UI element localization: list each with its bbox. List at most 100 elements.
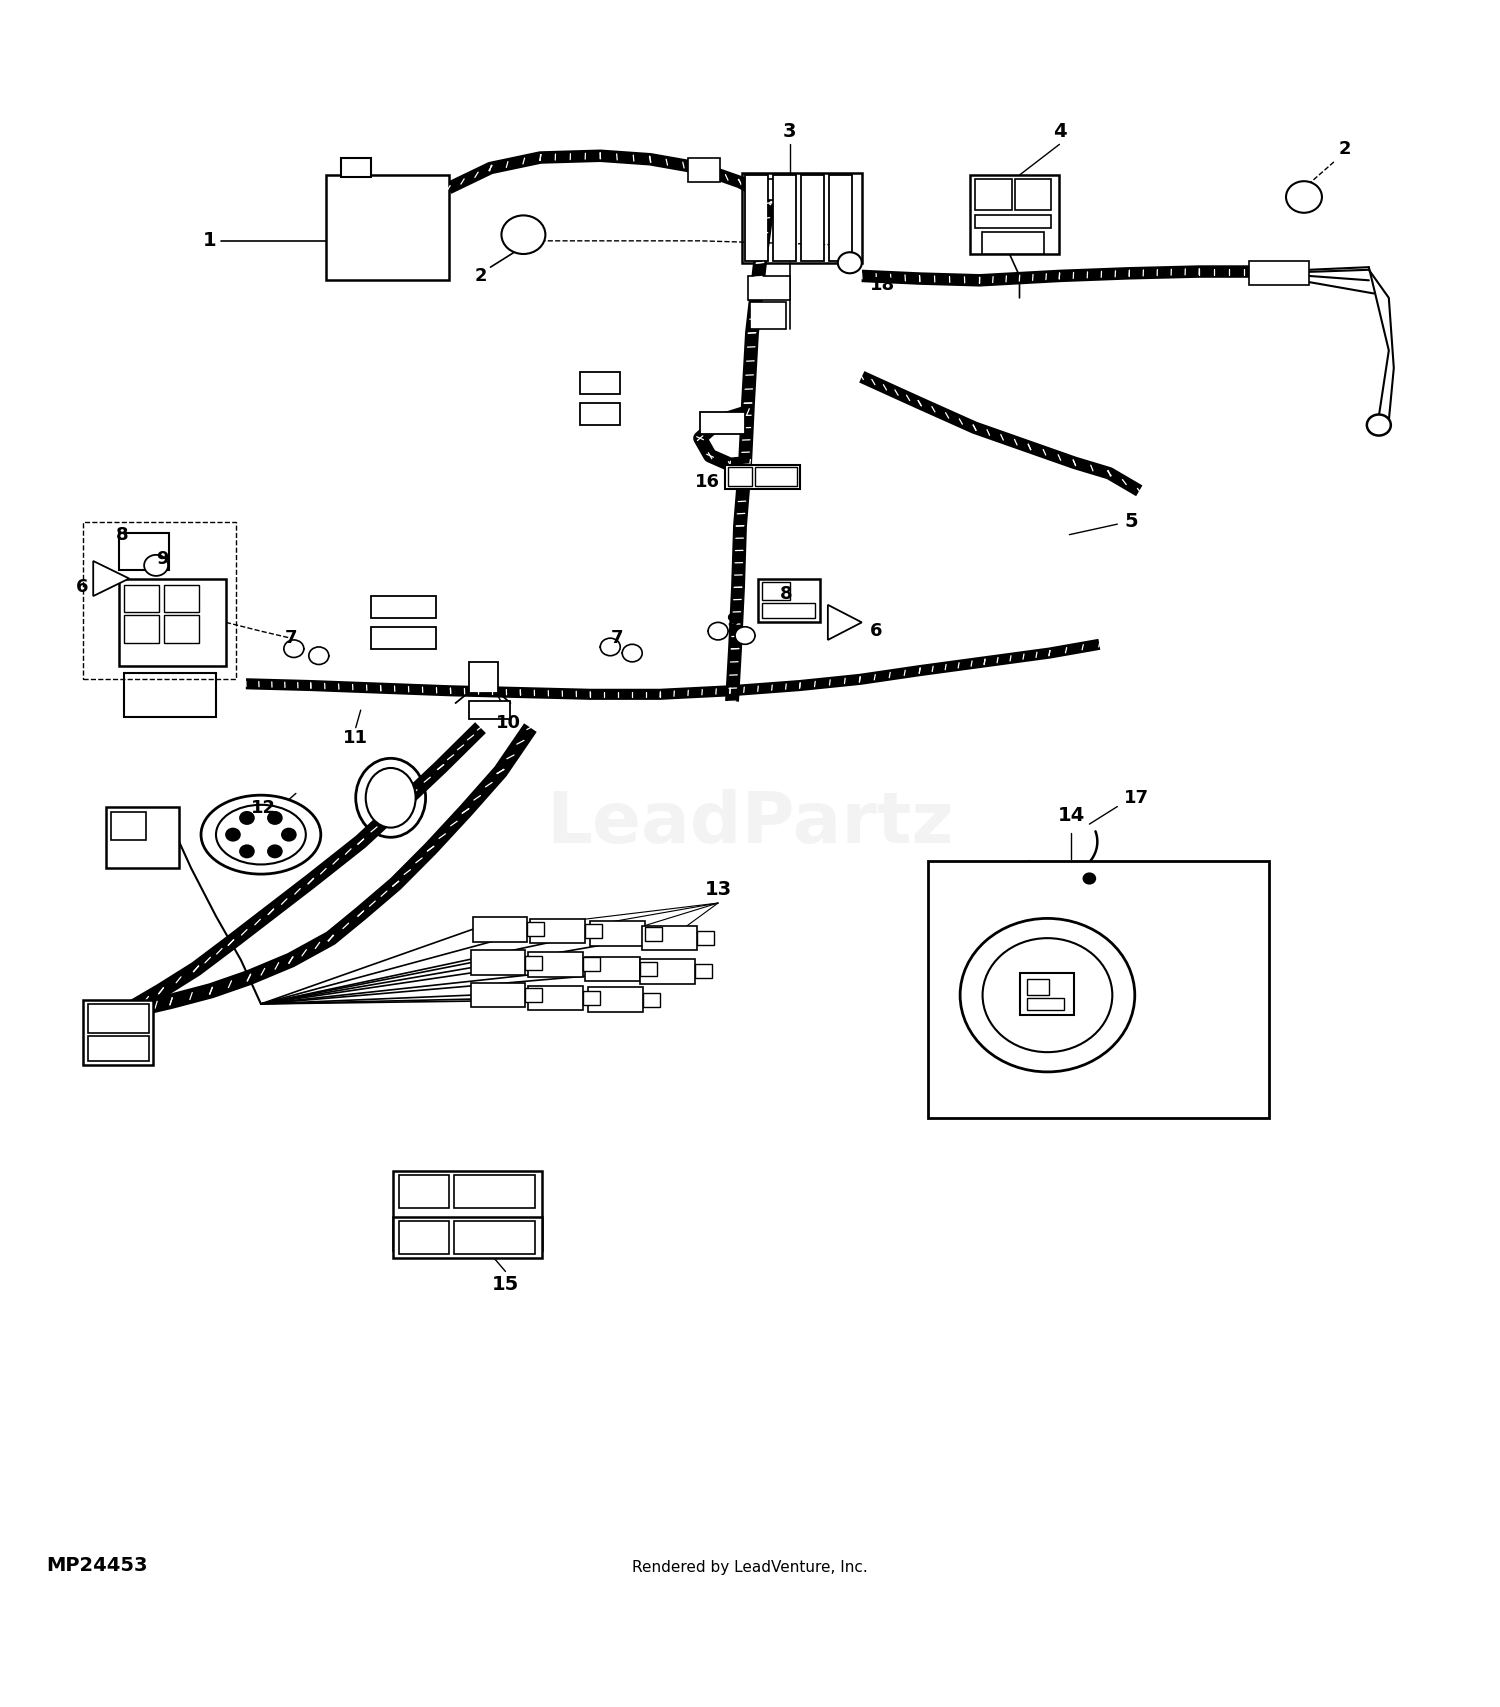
Bar: [645, 927, 662, 941]
Bar: [591, 922, 645, 946]
Bar: [724, 464, 800, 490]
Ellipse shape: [226, 828, 240, 842]
Bar: [644, 992, 660, 1007]
Bar: [762, 603, 814, 618]
Bar: [370, 596, 435, 618]
Bar: [88, 1004, 148, 1033]
Bar: [528, 985, 584, 1011]
Bar: [694, 964, 712, 978]
Bar: [471, 951, 525, 975]
Bar: [927, 860, 1269, 1118]
Text: 2: 2: [474, 266, 486, 285]
Text: 4: 4: [1053, 121, 1066, 140]
Text: 1: 1: [202, 232, 216, 251]
Bar: [981, 232, 1044, 254]
Bar: [585, 956, 640, 982]
Bar: [1028, 980, 1050, 995]
Bar: [975, 179, 1011, 210]
Text: 8: 8: [780, 586, 792, 603]
Bar: [525, 956, 543, 970]
Ellipse shape: [839, 253, 862, 273]
Bar: [164, 586, 200, 611]
Text: 8: 8: [116, 526, 129, 543]
Bar: [399, 1174, 448, 1209]
Text: 10: 10: [496, 714, 520, 732]
Text: 14: 14: [1058, 806, 1084, 824]
Bar: [642, 925, 698, 951]
Bar: [393, 1217, 543, 1258]
Text: Rendered by LeadVenture, Inc.: Rendered by LeadVenture, Inc.: [632, 1560, 868, 1576]
Bar: [370, 626, 435, 649]
Ellipse shape: [622, 644, 642, 662]
Bar: [746, 176, 768, 261]
Bar: [584, 958, 600, 971]
Bar: [471, 983, 525, 1007]
Ellipse shape: [284, 640, 304, 657]
Bar: [830, 176, 852, 261]
Bar: [453, 1174, 536, 1209]
Text: 13: 13: [705, 881, 732, 900]
Ellipse shape: [708, 623, 728, 640]
Ellipse shape: [309, 647, 328, 664]
Text: 2: 2: [1340, 140, 1352, 157]
Bar: [453, 1222, 536, 1255]
Bar: [326, 176, 448, 280]
Ellipse shape: [960, 918, 1136, 1072]
Bar: [1028, 999, 1065, 1011]
Bar: [1020, 973, 1074, 1016]
Text: 12: 12: [251, 799, 276, 818]
Bar: [580, 403, 620, 425]
Text: 6: 6: [870, 621, 882, 640]
Ellipse shape: [240, 845, 254, 857]
Bar: [468, 662, 498, 693]
Text: 9: 9: [726, 611, 738, 630]
Bar: [106, 807, 178, 867]
Ellipse shape: [216, 804, 306, 864]
Ellipse shape: [1366, 415, 1390, 435]
Bar: [531, 918, 585, 944]
Bar: [118, 533, 170, 570]
Text: 9: 9: [156, 550, 168, 568]
Bar: [750, 302, 786, 328]
Bar: [700, 411, 746, 434]
Bar: [393, 1171, 543, 1250]
Text: 11: 11: [344, 729, 368, 748]
Bar: [528, 922, 544, 937]
Ellipse shape: [600, 638, 619, 655]
Bar: [969, 176, 1059, 254]
Text: MP24453: MP24453: [46, 1557, 148, 1576]
Bar: [975, 215, 1052, 227]
Bar: [748, 277, 790, 300]
Ellipse shape: [240, 813, 254, 824]
Bar: [111, 813, 146, 840]
Polygon shape: [93, 562, 129, 596]
Bar: [525, 988, 543, 1002]
Ellipse shape: [201, 795, 321, 874]
Text: 5: 5: [1125, 512, 1138, 531]
Bar: [580, 372, 620, 394]
Polygon shape: [828, 604, 862, 640]
Bar: [585, 923, 603, 939]
Text: 16: 16: [694, 473, 720, 492]
Ellipse shape: [1083, 874, 1095, 884]
Bar: [528, 953, 584, 976]
Bar: [762, 582, 790, 601]
Ellipse shape: [268, 845, 282, 857]
Bar: [399, 1222, 448, 1255]
Bar: [164, 615, 200, 642]
Bar: [82, 1000, 153, 1065]
Bar: [340, 157, 370, 178]
Text: 7: 7: [610, 630, 624, 647]
Ellipse shape: [501, 215, 546, 254]
Bar: [758, 579, 820, 623]
Bar: [124, 673, 216, 717]
Bar: [1250, 261, 1310, 285]
Text: 3: 3: [783, 121, 796, 140]
Ellipse shape: [1286, 181, 1322, 213]
Bar: [584, 990, 600, 1005]
Bar: [88, 1036, 148, 1062]
Bar: [728, 468, 752, 486]
Bar: [1014, 179, 1052, 210]
Bar: [698, 930, 714, 946]
Ellipse shape: [268, 813, 282, 824]
